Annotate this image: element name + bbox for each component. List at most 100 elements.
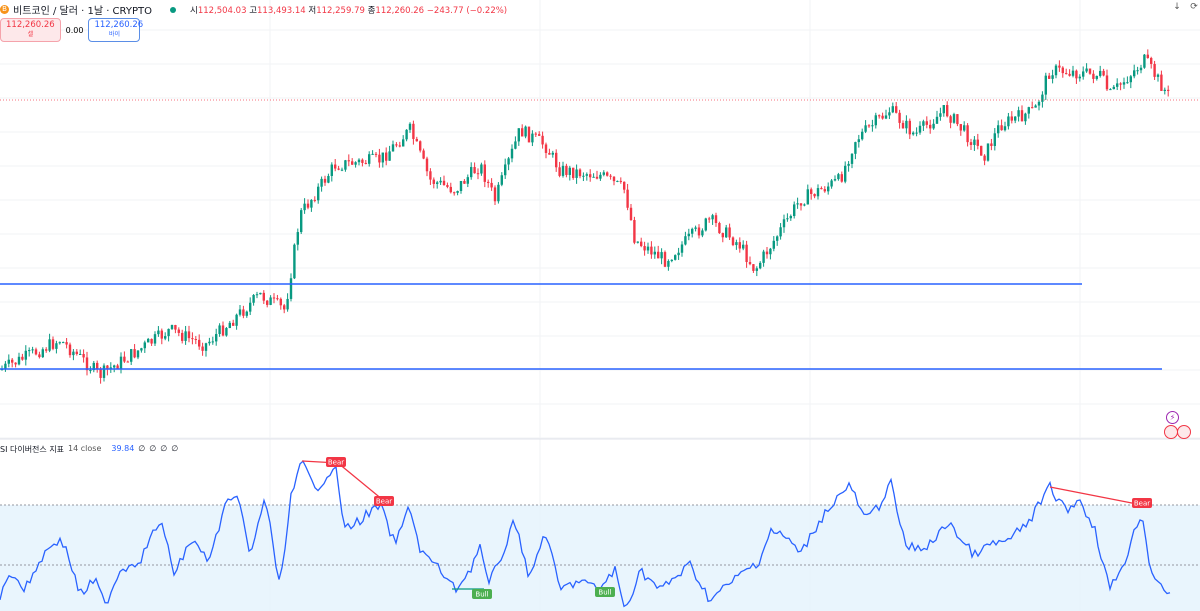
candle-body xyxy=(990,143,993,146)
candle-body xyxy=(266,300,269,305)
candle-body xyxy=(510,148,514,159)
candle-body xyxy=(1000,125,1003,131)
candle-body xyxy=(187,331,191,339)
buy-label: 바이 xyxy=(108,31,120,38)
candle-body xyxy=(65,342,68,345)
candle-body xyxy=(459,180,463,191)
candle-body xyxy=(1153,63,1156,77)
candle-body xyxy=(28,350,31,352)
candle-body xyxy=(932,123,935,129)
candle-body xyxy=(1054,65,1058,76)
candle-body xyxy=(612,176,616,182)
candle-body xyxy=(493,187,497,202)
rsi-params: 14 close xyxy=(68,444,102,453)
candle-body xyxy=(833,179,837,181)
bear-tag xyxy=(1132,498,1152,508)
candle-body xyxy=(286,298,289,310)
buy-price: 112,260.26 xyxy=(94,20,144,30)
rsi-name[interactable]: SI 다이버전스 지표 xyxy=(0,445,65,454)
candle-body xyxy=(527,126,531,143)
rsi-extra: ∅ xyxy=(149,444,157,453)
candle-body xyxy=(823,189,826,192)
candle-body xyxy=(531,133,534,143)
candle-body xyxy=(708,218,711,220)
candle-body xyxy=(143,342,146,349)
candle-body xyxy=(45,349,48,351)
candle-body xyxy=(895,106,898,113)
candle-body xyxy=(374,153,378,155)
open-label: 시 xyxy=(189,5,198,16)
candle-body xyxy=(116,365,119,370)
candle-body xyxy=(232,322,235,326)
close-value: 112,260.26 xyxy=(375,5,425,16)
candle-body xyxy=(344,160,347,170)
candle-body xyxy=(249,302,252,312)
candle-body xyxy=(453,192,456,194)
refresh-icon[interactable]: ⟳ xyxy=(1190,2,1198,12)
candle-body xyxy=(969,142,973,145)
close-label: 종 xyxy=(367,5,376,16)
candle-body xyxy=(306,203,310,208)
candle-body xyxy=(340,169,344,171)
candle-body xyxy=(388,151,391,161)
candle-body xyxy=(776,236,779,241)
candle-body xyxy=(310,199,313,208)
candle-body xyxy=(578,169,582,177)
bull-tag xyxy=(595,587,615,597)
lightning-icon[interactable]: ⚡ xyxy=(1166,411,1179,424)
candle-body xyxy=(711,215,714,220)
candle-body xyxy=(636,241,639,243)
candle-body xyxy=(765,251,769,255)
candle-body xyxy=(415,138,418,142)
high-value: 113,493.14 xyxy=(257,5,306,16)
candle-body xyxy=(538,134,541,136)
symbol-legend: B 비트코인 / 달러 · 1날 · CRYPTO 시112,504.03 고1… xyxy=(0,2,507,17)
candle-body xyxy=(470,167,473,178)
candle-body xyxy=(1126,82,1129,84)
candle-body xyxy=(147,338,150,343)
candle-body xyxy=(272,297,276,299)
candle-body xyxy=(439,180,442,183)
candle-body xyxy=(218,325,221,335)
candle-body xyxy=(1051,75,1054,79)
candle-body xyxy=(1088,68,1092,74)
candle-body xyxy=(334,164,337,169)
candle-body xyxy=(279,298,282,306)
candle-body xyxy=(922,121,925,126)
candle-body xyxy=(1010,116,1013,121)
candle-body xyxy=(555,152,558,168)
candle-body xyxy=(412,123,415,139)
candle-body xyxy=(140,348,143,351)
candle-body xyxy=(1156,74,1160,77)
candle-body xyxy=(616,180,619,182)
candle-body xyxy=(446,185,449,187)
candle-body xyxy=(1071,70,1075,76)
candle-body xyxy=(827,186,830,192)
candle-body xyxy=(745,244,748,263)
us-flag-icon[interactable] xyxy=(1164,425,1178,439)
candle-body xyxy=(497,184,500,202)
buy-button[interactable]: 112,260.26 바이 xyxy=(88,18,144,42)
candle-body xyxy=(245,311,248,316)
candle-body xyxy=(330,164,333,176)
bear-label: Bear xyxy=(376,498,392,506)
sell-button[interactable]: 112,260.26 셀 xyxy=(0,18,61,42)
download-icon[interactable]: ↓ xyxy=(1173,2,1181,12)
candle-body xyxy=(300,210,303,233)
candle-body xyxy=(735,242,738,246)
candle-body xyxy=(436,182,439,184)
candle-body xyxy=(419,141,422,151)
candle-body xyxy=(1163,89,1166,91)
candle-body xyxy=(402,139,405,147)
candle-body xyxy=(262,292,265,301)
candle-body xyxy=(806,189,809,205)
candle-body xyxy=(939,113,942,117)
candle-body xyxy=(912,132,915,135)
us-flag-icon[interactable] xyxy=(1177,425,1191,439)
candle-body xyxy=(24,350,27,360)
candle-body xyxy=(973,139,976,145)
candle-body xyxy=(17,356,21,365)
symbol-title[interactable]: 비트코인 / 달러 · 1날 · CRYPTO xyxy=(13,6,152,17)
